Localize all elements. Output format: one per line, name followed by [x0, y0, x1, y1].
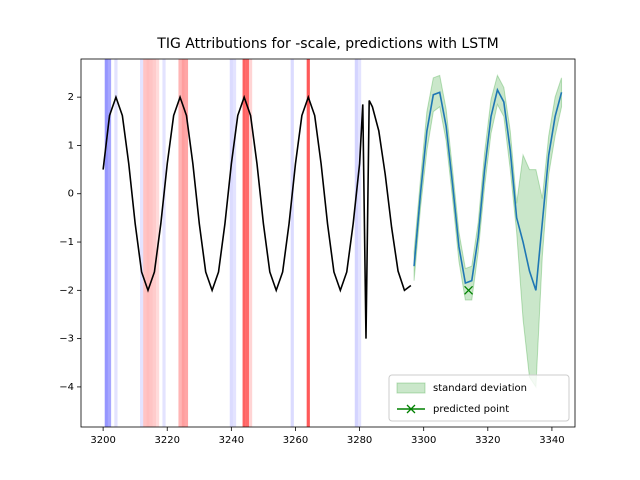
y-tick-label: −3 [59, 334, 74, 345]
attribution-span [306, 59, 310, 427]
attribution-span [354, 59, 358, 427]
legend-label: predicted point [433, 404, 509, 415]
y-tick-label: −4 [59, 382, 74, 393]
x-tick-label: 3280 [347, 435, 372, 446]
attribution-span [248, 59, 253, 427]
attribution-span [290, 59, 294, 427]
attribution-span [104, 59, 108, 427]
attribution-span [146, 59, 150, 427]
attribution-span [229, 59, 233, 427]
attribution-span [149, 59, 153, 427]
y-tick-label: 1 [68, 140, 74, 151]
attribution-span [245, 59, 249, 427]
chart-title: TIG Attributions for -scale, predictions… [156, 36, 498, 52]
attribution-span [232, 59, 237, 427]
x-tick-label: 3300 [411, 435, 436, 446]
attribution-span [357, 59, 362, 427]
attribution-span [162, 59, 166, 427]
legend-point-marker [406, 404, 416, 414]
x-tick-label: 3240 [219, 435, 244, 446]
predicted-point [464, 285, 474, 295]
series-line [413, 87, 563, 291]
attribution-span [184, 59, 189, 427]
attribution-span [143, 59, 147, 427]
attribution-span [181, 59, 185, 427]
legend-label: standard deviation [433, 383, 527, 394]
attribution-span [178, 59, 182, 427]
y-tick-label: 2 [68, 92, 74, 103]
attribution-span [152, 59, 157, 427]
attribution-span [114, 59, 118, 427]
x-tick-label: 3320 [475, 435, 500, 446]
x-tick-label: 3260 [283, 435, 308, 446]
attribution-span [242, 59, 246, 427]
y-tick-label: −2 [59, 285, 74, 296]
series-line [102, 94, 412, 339]
x-tick-label: 3220 [155, 435, 180, 446]
y-tick-label: −1 [59, 237, 74, 248]
x-tick-label: 3340 [539, 435, 564, 446]
plot-frame [80, 58, 576, 428]
legend-band-swatch [396, 382, 426, 394]
attribution-span [107, 59, 112, 427]
legend-box [388, 374, 570, 422]
attribution-span [139, 59, 144, 427]
y-tick-label: 0 [68, 189, 74, 200]
std-band [413, 74, 563, 389]
x-tick-label: 3200 [90, 435, 115, 446]
